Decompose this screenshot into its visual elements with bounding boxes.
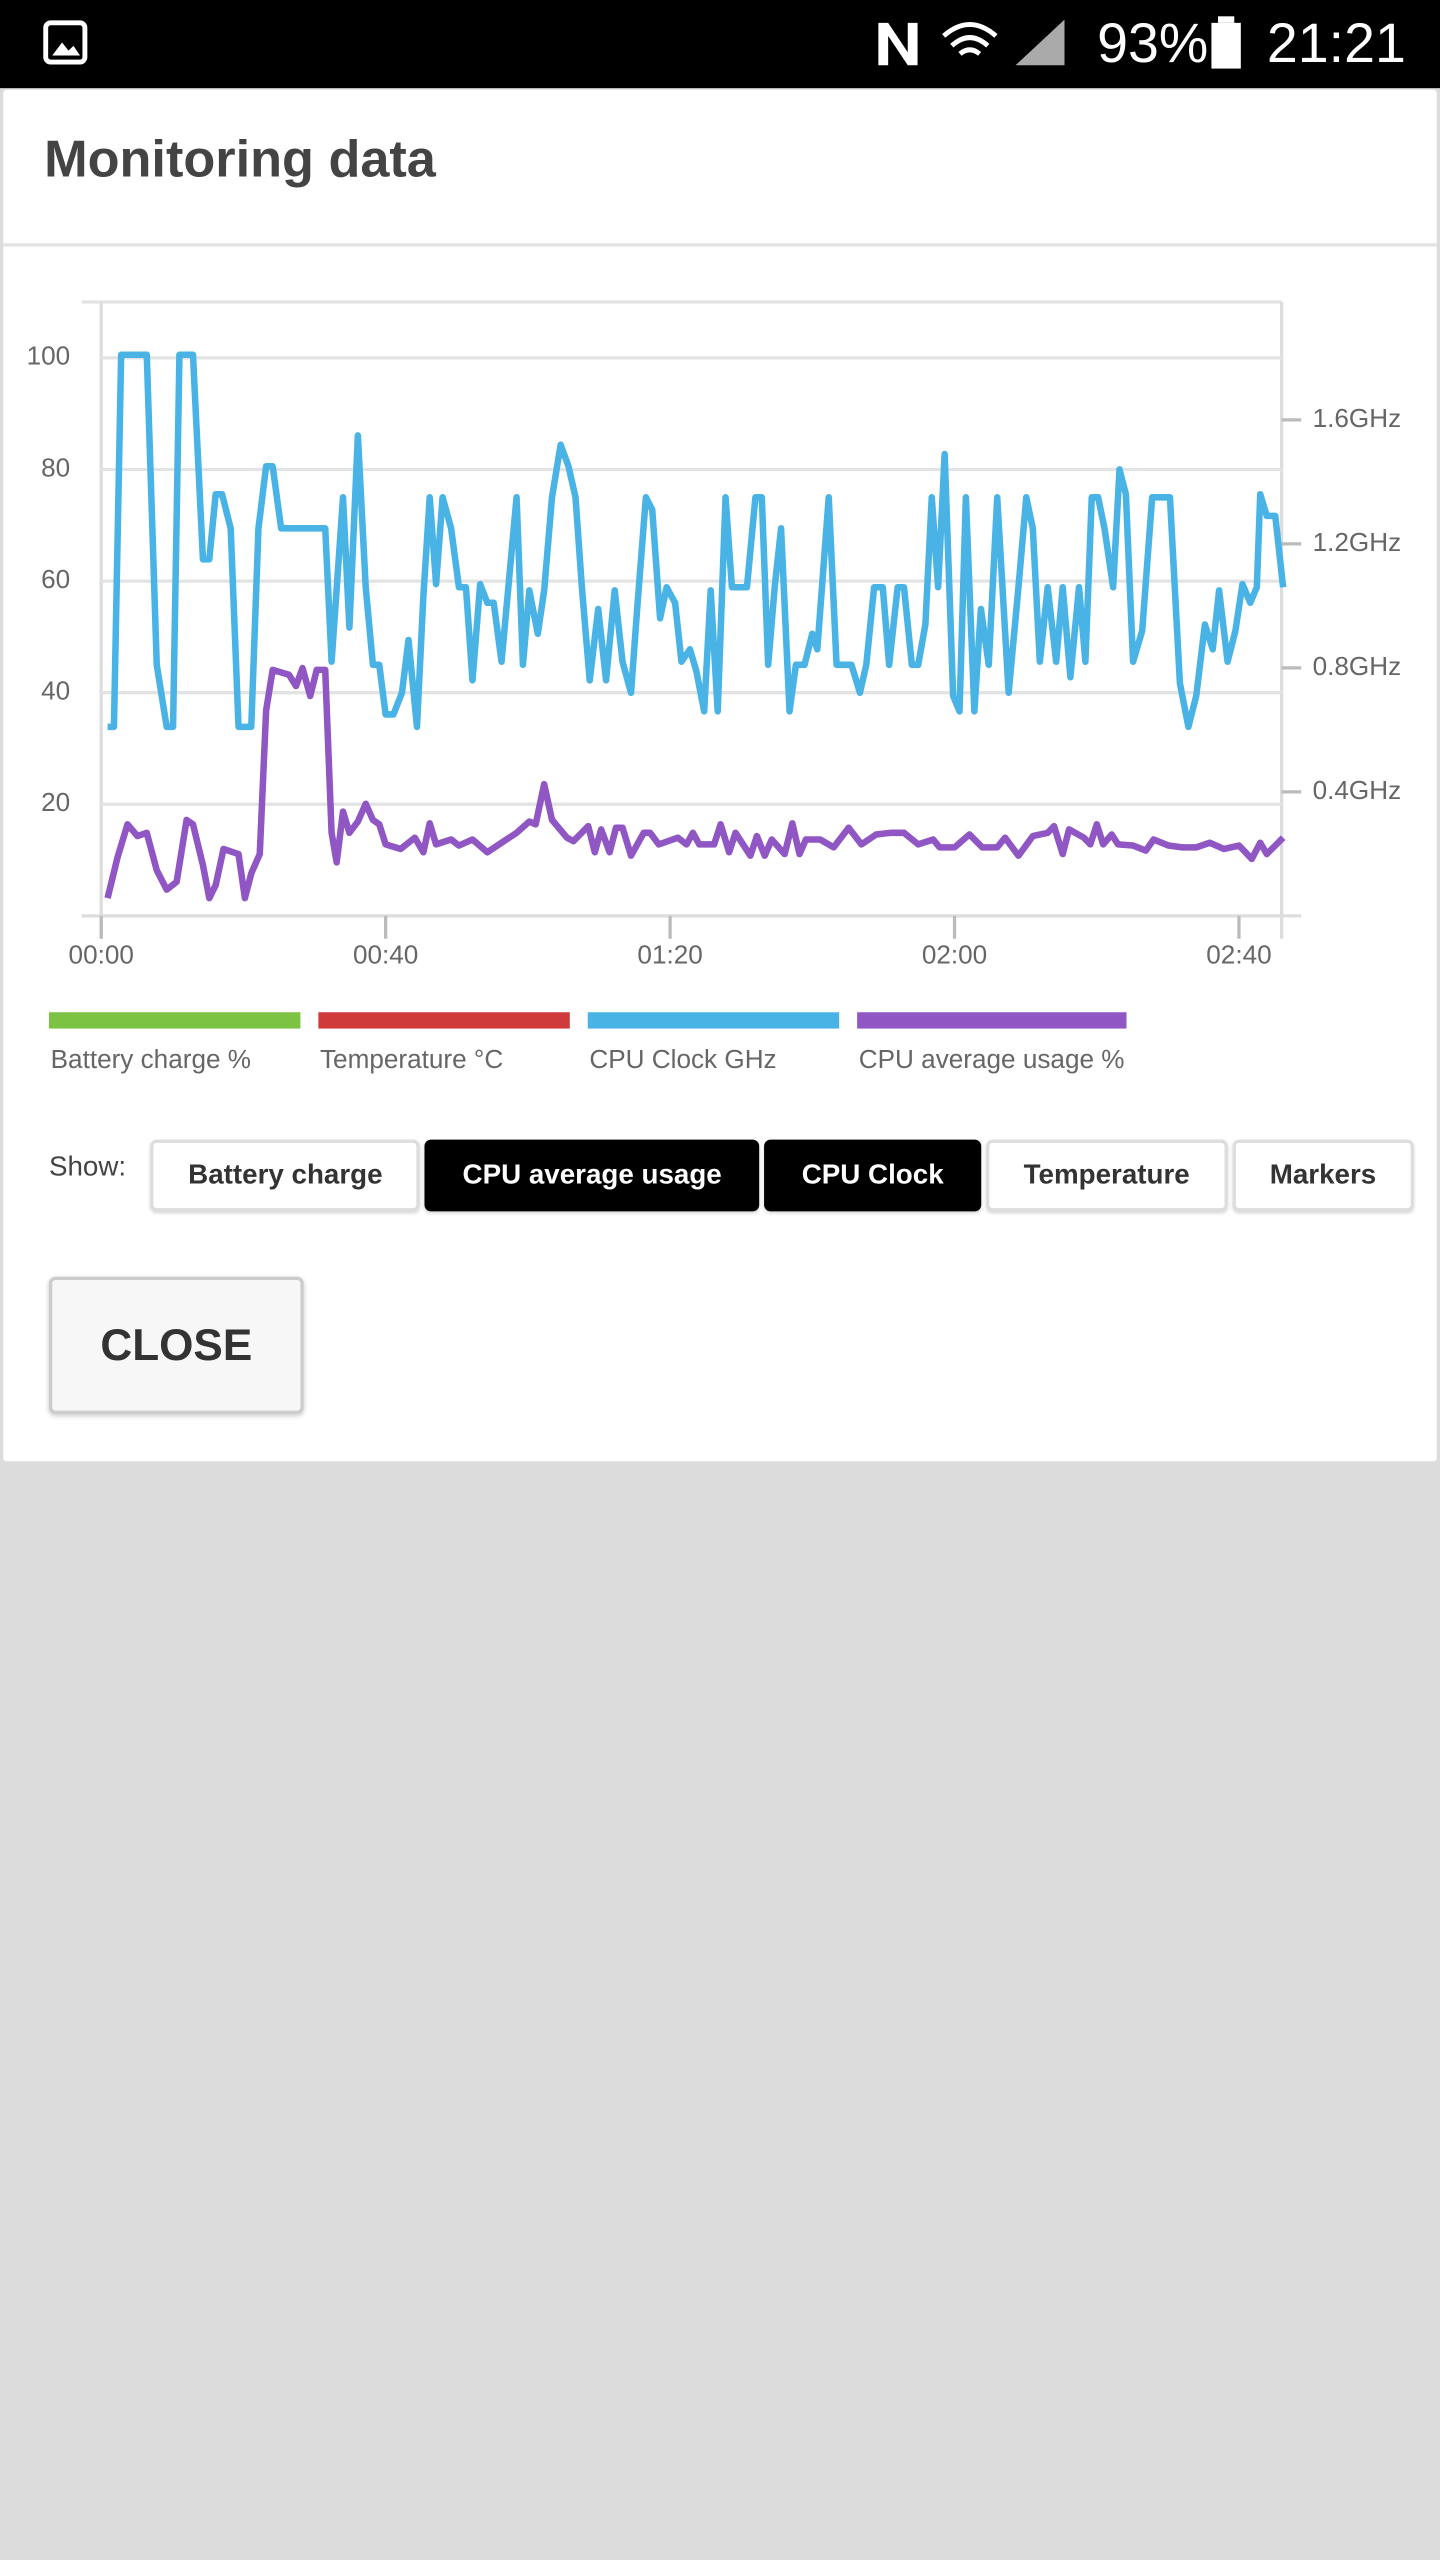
toggle-button[interactable]: CPU Clock [764, 1139, 982, 1212]
series-line [104, 664, 1286, 902]
legend-item: CPU average usage % [857, 1012, 1127, 1081]
y2-tick-label: 0.4GHz [1313, 775, 1402, 805]
legend-swatch [318, 1012, 570, 1029]
battery-cap [1217, 16, 1235, 23]
legend-label: CPU average usage % [858, 1046, 1125, 1075]
toggle-group: Battery charge CPU average usage CPU Clock… [150, 1139, 1414, 1212]
legend-label: CPU Clock GHz [589, 1046, 777, 1075]
y-tick-label: 80 [41, 452, 70, 482]
gallery-icon-inner [52, 42, 80, 56]
y2-tick-label: 1.6GHz [1313, 403, 1402, 433]
legend-item: Battery charge % [48, 1012, 301, 1081]
show-label: Show: [48, 1151, 127, 1183]
legend-item: Temperature °C [318, 1012, 570, 1081]
legend-label: Battery charge % [50, 1046, 251, 1075]
legend-swatch [587, 1012, 840, 1029]
toggle-button[interactable]: Markers [1232, 1139, 1414, 1212]
y2-tick-label: 1.2GHz [1313, 527, 1402, 557]
signal-icon [1015, 19, 1065, 66]
x-tick-label: 01:20 [637, 940, 702, 970]
nfc-icon [878, 22, 918, 66]
y-tick-label: 20 [41, 787, 70, 817]
wifi-icon [942, 22, 998, 56]
dialog: Monitoring data 20 40 60 80 100 0.4GHz 0.8GHz 1… [3, 89, 1437, 1462]
legend-swatch [857, 1012, 1127, 1029]
status-bar: 93% 21:21 [0, 0, 1440, 89]
close-button[interactable]: CLOSE [48, 1276, 304, 1414]
divider [3, 243, 1437, 247]
status-icons [43, 16, 1241, 69]
x-tick-label: 00:40 [353, 940, 418, 970]
dialog-title: Monitoring data [44, 128, 436, 188]
y2-tick-label: 0.8GHz [1313, 651, 1402, 681]
y-tick-label: 60 [41, 564, 70, 594]
chart: 20 40 60 80 100 0.4GHz 0.8GHz 1.2GHz 1.6GHz 00:00… [27, 300, 1402, 970]
battery-icon [1211, 22, 1241, 69]
battery-level: 93% [1097, 13, 1209, 76]
show-row: Show: Battery charge CPU average usage CPU… [48, 1139, 1414, 1212]
legend-swatch [48, 1012, 301, 1029]
clock: 21:21 [1266, 13, 1406, 76]
x-tick-label: 02:00 [922, 940, 987, 970]
legend-item: CPU Clock GHz [587, 1012, 840, 1081]
toggle-button[interactable]: Battery charge [150, 1139, 421, 1212]
toggle-button[interactable]: Temperature [986, 1139, 1228, 1212]
legend: Battery charge % Temperature °C CPU Clock … [48, 1012, 1127, 1081]
series-line [107, 351, 1287, 731]
legend-label: Temperature °C [319, 1046, 504, 1075]
y-tick-label: 40 [41, 676, 70, 706]
gallery-icon [43, 20, 88, 65]
toggle-button[interactable]: CPU average usage [424, 1139, 760, 1212]
y-tick-label: 100 [27, 341, 71, 371]
x-tick-label: 02:40 [1206, 940, 1271, 970]
x-tick-label: 00:00 [69, 940, 134, 970]
